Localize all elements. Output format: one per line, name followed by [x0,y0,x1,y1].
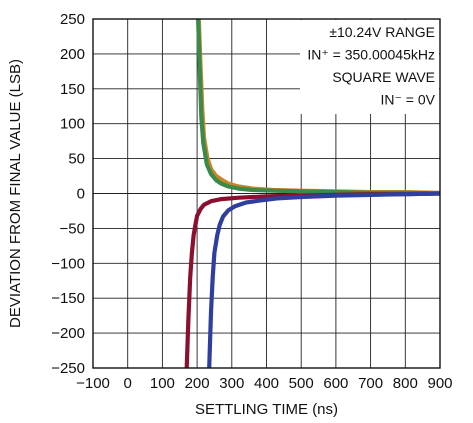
series-group [184,19,440,368]
x-tick-label: 700 [358,375,383,392]
x-tick-label: 300 [219,375,244,392]
annotation-line: IN⁺ = 350.00045kHz [307,47,435,63]
y-tick-label: −200 [51,325,85,342]
y-tick-label: 50 [68,151,85,168]
y-tick-label: −250 [51,360,85,377]
x-tick-label: 500 [289,375,314,392]
y-axis-title: DEVIATION FROM FINAL VALUE (LSB) [7,59,24,328]
x-tick-label: 0 [124,375,132,392]
y-tick-label: −50 [60,220,85,237]
y-tick-label: 250 [60,11,85,28]
series-line-4 [207,191,440,368]
annotation-line: IN⁻ = 0V [381,92,436,108]
y-tick-label: −150 [51,290,85,307]
x-tick-label: 600 [323,375,348,392]
x-tick-labels: −100 0 100 200 300 400 500 600 700 800 900 [76,375,452,392]
y-tick-labels: 250 200 150 100 50 0 −50 −100 −150 −200 −250 [51,11,85,377]
y-tick-label: −100 [51,255,85,272]
x-tick-label: 900 [427,375,452,392]
y-tick-label: 200 [60,46,85,63]
x-tick-label: 200 [185,375,210,392]
x-tick-label: 100 [150,375,175,392]
x-axis-title: SETTLING TIME (ns) [195,401,338,418]
series-line-3 [184,191,440,368]
series-line-2 [196,19,440,196]
x-tick-label: 800 [393,375,418,392]
annotation-background [300,20,439,114]
annotation-line: ±10.24V RANGE [329,24,435,40]
y-tick-label: 150 [60,81,85,98]
y-tick-label: 0 [77,186,85,203]
x-tick-label: −100 [76,375,110,392]
y-tick-label: 100 [60,116,85,133]
x-tick-label: 400 [254,375,279,392]
annotation-box: ±10.24V RANGE IN⁺ = 350.00045kHz SQUARE WA… [300,20,439,114]
annotation-line: SQUARE WAVE [332,69,435,85]
plot-frame [92,18,441,369]
